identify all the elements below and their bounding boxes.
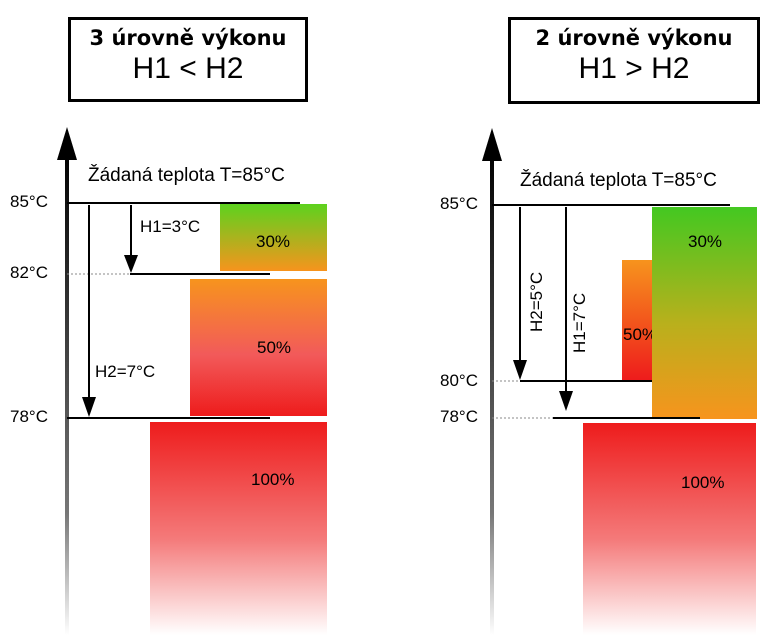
right-bar-50-label: 50% — [623, 325, 652, 344]
left-tick-82: 82°C — [10, 263, 48, 282]
right-title-box: 2 úrovně výkonu H1 > H2 — [508, 17, 760, 104]
right-axis-arrow-icon — [482, 128, 502, 161]
left-bar-100-label: 100% — [251, 470, 295, 489]
left-bar-30 — [220, 204, 327, 271]
left-tick-85: 85°C — [10, 192, 48, 211]
right-tick-78: 78°C — [440, 407, 478, 426]
left-bar-100 — [150, 422, 327, 635]
left-tick-78: 78°C — [10, 407, 48, 426]
left-bar-30-label: 30% — [256, 232, 291, 251]
right-bar-100 — [583, 423, 756, 635]
right-diagram — [482, 128, 757, 635]
right-h1-arrowhead-icon — [559, 391, 573, 411]
right-setpoint-label: Žádaná teplota T=85°C — [520, 170, 717, 191]
left-setpoint-label: Žádaná teplota T=85°C — [88, 165, 285, 186]
right-h2-label: H2=5°C — [527, 271, 546, 332]
left-title-box: 3 úrovně výkonu H1 < H2 — [68, 17, 308, 102]
left-bar-50-label: 50% — [257, 338, 292, 357]
right-bar-30-label: 30% — [688, 232, 723, 251]
left-axis-arrow-icon — [57, 127, 77, 160]
left-h1-arrowhead-icon — [124, 255, 138, 273]
right-tick-80: 80°C — [440, 371, 478, 390]
right-h1-label: H1=7°C — [570, 292, 589, 353]
right-tick-85: 85°C — [440, 194, 478, 213]
right-bar-30 — [652, 207, 757, 419]
right-title-levels: 2 úrovně výkonu — [535, 26, 733, 50]
left-title-levels: 3 úrovně výkonu — [89, 26, 287, 50]
left-bar-50 — [190, 279, 327, 416]
left-diagram — [57, 127, 327, 635]
right-h2-arrowhead-icon — [513, 360, 527, 380]
right-bar-100-label: 100% — [681, 473, 725, 492]
left-vertical-axis — [65, 150, 69, 635]
left-h2-arrowhead-icon — [82, 397, 96, 417]
right-vertical-axis — [490, 150, 494, 635]
right-title-condition: H1 > H2 — [578, 52, 690, 85]
left-title-condition: H1 < H2 — [132, 52, 244, 85]
left-h1-label: H1=3°C — [140, 217, 201, 236]
left-h2-label: H2=7°C — [95, 362, 156, 381]
